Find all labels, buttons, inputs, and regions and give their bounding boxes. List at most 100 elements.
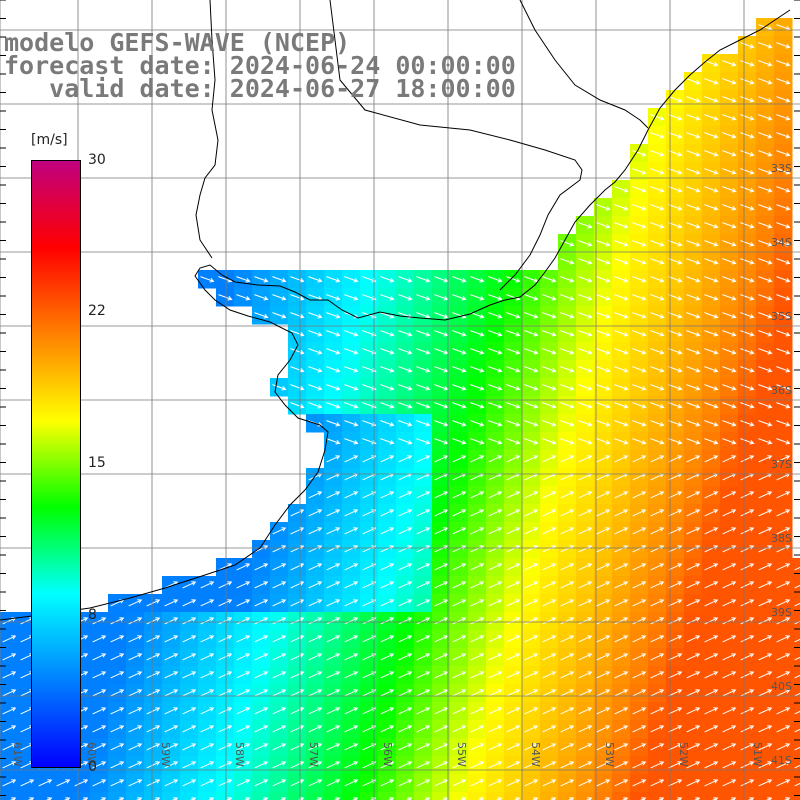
- wind-arrow: [513, 797, 521, 800]
- wind-arrow: [794, 728, 800, 733]
- wind-cell: [792, 612, 800, 631]
- wind-arrow: [722, 96, 737, 103]
- wind-arrow: [434, 294, 449, 301]
- wind-arrow: [92, 743, 107, 751]
- lon-label: 55W: [455, 742, 468, 767]
- wind-arrow: [254, 276, 269, 283]
- wind-arrow: [524, 384, 539, 391]
- wind-arrow: [686, 132, 701, 139]
- wind-arrow: [506, 725, 521, 733]
- wind-arrow: [218, 707, 233, 715]
- wind-arrow: [488, 509, 503, 517]
- wind-arrow: [434, 617, 449, 625]
- wind-arrow: [704, 420, 719, 427]
- wind-arrow: [434, 725, 449, 733]
- wind-arrow: [398, 617, 413, 625]
- wind-arrow: [524, 527, 539, 535]
- wind-arrow: [650, 366, 665, 373]
- wind-arrow: [218, 653, 233, 661]
- wind-arrow: [506, 348, 521, 355]
- wind-arrow: [434, 653, 449, 661]
- wind-arrow: [452, 563, 467, 571]
- wind-arrow: [542, 384, 557, 391]
- wind-arrow: [218, 779, 233, 787]
- wind-arrow: [524, 761, 539, 769]
- wind-arrow: [218, 725, 233, 733]
- wind-arrow: [668, 599, 683, 607]
- wind-arrow: [722, 689, 737, 697]
- lon-label: 59W: [159, 742, 172, 767]
- wind-arrow: [308, 276, 323, 283]
- wind-arrow: [614, 348, 629, 355]
- wind-arrow: [596, 725, 611, 733]
- wind-arrow: [585, 797, 593, 800]
- wind-arrow: [218, 689, 233, 697]
- lat-label: 34S: [771, 236, 792, 249]
- wind-arrow: [668, 258, 683, 265]
- wind-arrow: [488, 599, 503, 607]
- wind-arrow: [416, 527, 431, 535]
- wind-arrow: [578, 240, 593, 247]
- wind-arrow: [326, 455, 341, 463]
- wind-arrow: [398, 384, 413, 391]
- wind-arrow: [488, 653, 503, 661]
- wind-arrow: [740, 671, 755, 679]
- wind-arrow: [704, 617, 719, 625]
- wind-cell: [594, 792, 613, 800]
- wind-arrow: [668, 384, 683, 391]
- wind-arrow: [326, 653, 341, 661]
- wind-arrow: [776, 491, 791, 499]
- wind-arrow: [632, 671, 647, 679]
- wind-arrow: [506, 779, 521, 787]
- wind-arrow: [596, 509, 611, 517]
- wind-arrow: [740, 509, 755, 517]
- wind-arrow: [344, 438, 359, 445]
- wind-arrow: [758, 132, 773, 139]
- wind-arrow: [758, 96, 773, 103]
- wind-arrow: [488, 689, 503, 697]
- wind-arrow: [740, 402, 755, 409]
- wind-arrow: [704, 366, 719, 373]
- wind-arrow: [794, 764, 800, 769]
- wind-arrow: [578, 258, 593, 265]
- wind-arrow: [344, 509, 359, 517]
- wind-arrow: [380, 635, 395, 643]
- wind-arrow: [452, 438, 467, 445]
- wind-arrow: [758, 707, 773, 715]
- wind-arrow: [470, 779, 485, 787]
- wind-arrow: [398, 779, 413, 787]
- wind-arrow: [596, 420, 611, 427]
- wind-arrow: [218, 635, 233, 643]
- wind-arrow: [326, 779, 341, 787]
- wind-arrow: [758, 420, 773, 427]
- wind-arrow: [650, 276, 665, 283]
- wind-arrow: [344, 689, 359, 697]
- wind-arrow: [686, 671, 701, 679]
- wind-arrow: [614, 707, 629, 715]
- wind-arrow: [776, 204, 791, 211]
- wind-arrow: [218, 563, 233, 571]
- wind-arrow: [542, 689, 557, 697]
- wind-arrow: [459, 797, 467, 800]
- wind-arrow: [686, 599, 701, 607]
- wind-arrow: [434, 491, 449, 499]
- wind-arrow: [254, 779, 269, 787]
- wind-arrow: [650, 635, 665, 643]
- wind-arrow: [110, 707, 125, 715]
- wind-arrow: [326, 420, 341, 427]
- wind-arrow: [146, 689, 161, 697]
- wind-arrow: [632, 348, 647, 355]
- wind-arrow: [686, 509, 701, 517]
- wind-arrow: [578, 491, 593, 499]
- wind-arrow: [308, 653, 323, 661]
- wind-arrow: [704, 438, 719, 445]
- lat-label: 33S: [771, 162, 792, 175]
- wind-arrow: [740, 563, 755, 571]
- wind-arrow: [171, 797, 179, 800]
- wind-arrow: [758, 240, 773, 247]
- wind-arrow: [650, 348, 665, 355]
- wind-arrow: [398, 420, 413, 427]
- wind-arrow: [632, 420, 647, 427]
- wind-arrow: [2, 707, 17, 715]
- wind-arrow: [758, 330, 773, 337]
